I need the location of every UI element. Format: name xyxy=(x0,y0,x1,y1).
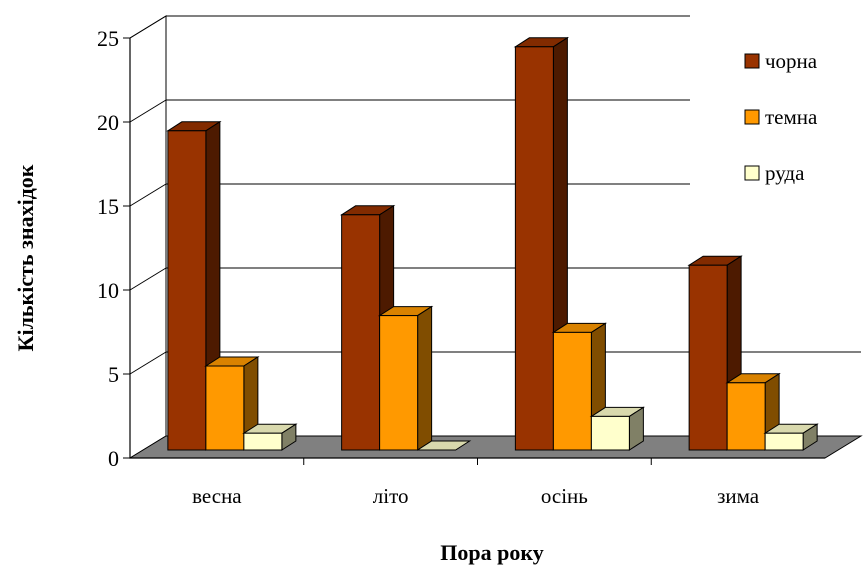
y-tick-label: 20 xyxy=(97,110,119,135)
legend-swatch xyxy=(744,165,760,181)
x-axis-title: Пора року xyxy=(440,540,543,565)
bar xyxy=(589,406,646,451)
chart-walls xyxy=(129,15,167,459)
x-tick-label: літо xyxy=(373,484,409,508)
y-tick-label: 15 xyxy=(97,194,119,219)
y-tick-label: 25 xyxy=(97,26,119,51)
legend-label: руда xyxy=(765,161,805,185)
legend-label: чорна xyxy=(765,49,818,73)
x-tick-label: осінь xyxy=(541,484,588,508)
legend-item: темна xyxy=(744,105,818,129)
y-tick-labels: 0 5 10 15 20 25 xyxy=(97,26,130,471)
x-tick-label: зима xyxy=(717,484,760,508)
bars xyxy=(166,36,819,451)
y-axis-title: Кількість знахідок xyxy=(13,164,38,351)
bar xyxy=(415,440,472,451)
side-gridline xyxy=(129,15,167,39)
legend-label: темна xyxy=(765,105,818,129)
bar xyxy=(242,423,298,451)
y-tick-label: 10 xyxy=(97,278,119,303)
x-tick-label: весна xyxy=(192,484,242,508)
side-gridline xyxy=(129,267,167,291)
legend-item: руда xyxy=(744,161,805,185)
legend-swatch xyxy=(744,109,760,125)
bar xyxy=(166,120,222,451)
bar xyxy=(551,322,608,451)
legend-swatch xyxy=(744,53,760,69)
y-tick-label: 0 xyxy=(108,446,119,471)
y-tick-label: 5 xyxy=(108,362,119,387)
gridlines xyxy=(129,15,861,375)
side-gridline xyxy=(129,351,167,375)
legend: чорна темна руда xyxy=(744,49,818,185)
x-tick-labels: весна літо осінь зима xyxy=(192,458,760,508)
side-gridline xyxy=(129,183,167,207)
bar xyxy=(763,423,819,451)
side-wall xyxy=(129,15,167,459)
legend-item: чорна xyxy=(744,49,818,73)
side-gridline xyxy=(129,99,167,123)
bar xyxy=(377,305,434,451)
